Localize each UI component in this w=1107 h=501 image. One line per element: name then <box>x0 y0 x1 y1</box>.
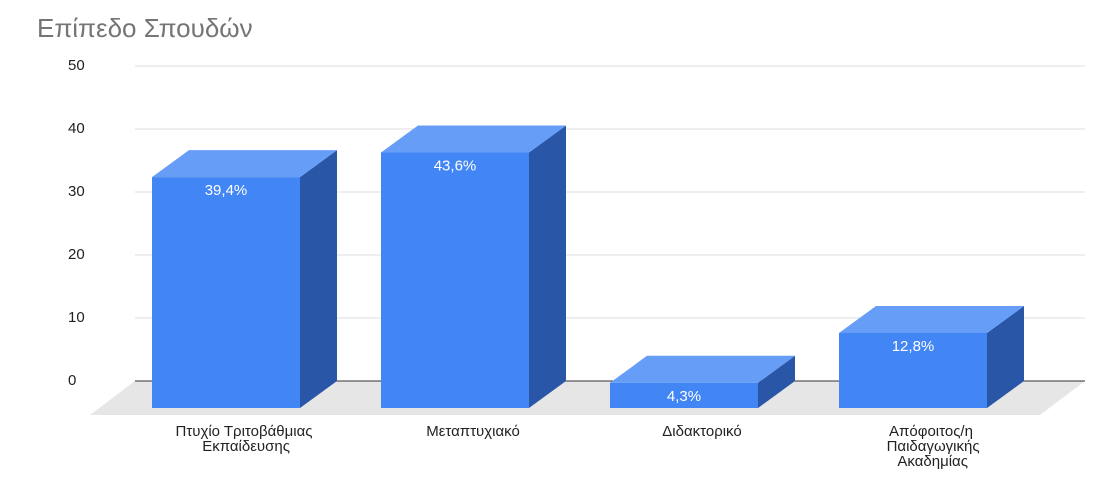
bar-front <box>381 152 529 408</box>
x-tick-label: Διδακτορικό <box>662 423 741 440</box>
value-label: 43,6% <box>434 157 477 174</box>
x-tick-label: Απόφοιτος/η Παιδαγωγικής Ακαδημίας <box>882 423 979 470</box>
bar-top <box>610 355 795 383</box>
bar <box>839 305 1024 408</box>
value-label: 4,3% <box>667 388 701 405</box>
bar-top <box>839 305 1024 333</box>
value-label: 12,8% <box>892 338 935 355</box>
bar-top <box>152 150 337 178</box>
y-tick-label: 30 <box>68 183 85 200</box>
y-tick-label: 0 <box>68 372 76 389</box>
y-tick-label: 40 <box>68 120 85 137</box>
bar-side <box>529 125 566 408</box>
chart-title: Επίπεδο Σπουδών <box>37 13 253 43</box>
y-tick-label: 50 <box>68 57 85 74</box>
x-tick-label: Μεταπτυχιακό <box>426 423 520 440</box>
bar-side <box>758 355 795 408</box>
bar-side <box>987 305 1024 408</box>
bar-front <box>152 177 300 408</box>
floor <box>90 381 1085 415</box>
x-tick-label: Πτυχίο Τριτοβάθμιας Εκπαίδευσης <box>175 423 312 455</box>
y-tick-label: 10 <box>68 309 85 326</box>
bar-front <box>610 382 758 408</box>
bar-top <box>381 125 566 153</box>
bar-front <box>839 332 987 408</box>
value-label: 39,4% <box>205 182 248 199</box>
y-tick-label: 20 <box>68 246 85 263</box>
bar-side <box>300 150 337 408</box>
bar <box>610 355 795 408</box>
bar <box>381 125 566 408</box>
bar <box>152 150 337 408</box>
